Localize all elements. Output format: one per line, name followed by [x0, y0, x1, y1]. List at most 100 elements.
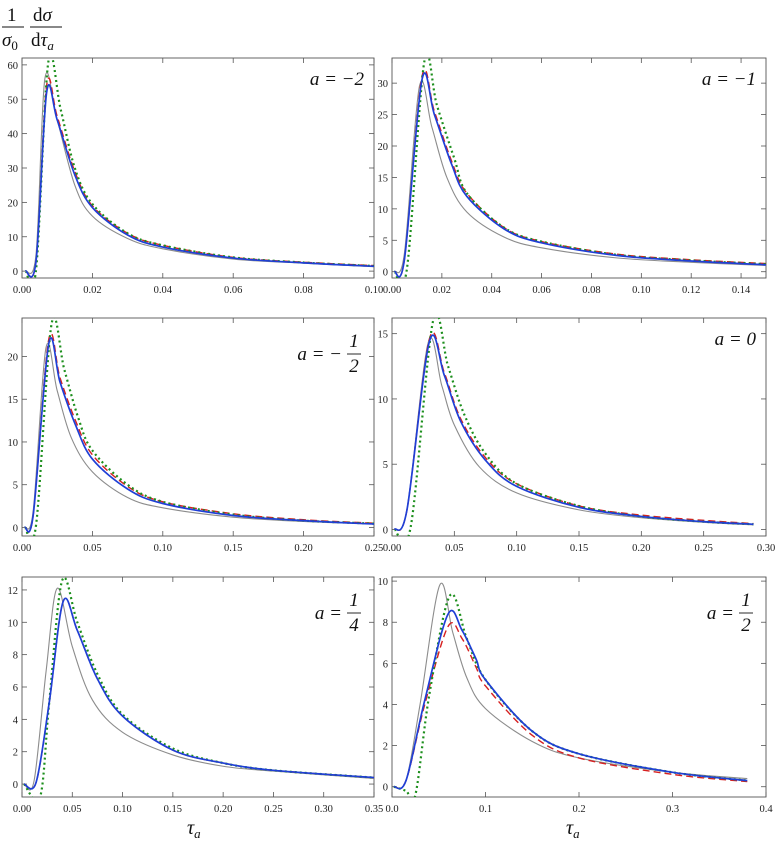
- series-line-blue: [23, 597, 374, 790]
- x-tick-label: 0.4: [759, 804, 773, 815]
- x-tick-label: 0.35: [365, 804, 383, 815]
- series-line-gray: [394, 80, 766, 274]
- y-tick-label: 0: [13, 523, 18, 534]
- x-tick-label: 0.20: [214, 804, 232, 815]
- x-tick-label: 0.10: [632, 285, 650, 296]
- series-line-gray: [24, 342, 374, 530]
- y-tick-label: 12: [8, 586, 19, 597]
- x-tick-label: 0.25: [264, 804, 282, 815]
- y-tick-label: 0: [13, 780, 18, 791]
- x-tick-label: 0.1: [479, 804, 492, 815]
- y-tick-label: 20: [378, 142, 389, 153]
- y-tick-label: 10: [378, 205, 389, 216]
- chart-panel-1: 0.00 0.02 0.04 0.06 0.08 0.10 0 10 20 30 40 50 60 a =…: [8, 57, 383, 296]
- x-tick-label: 0.10: [113, 804, 131, 815]
- y-tick-label: 10: [8, 233, 19, 244]
- xlabel-right: τa: [566, 817, 580, 841]
- x-tick-label: 0.2: [572, 804, 585, 815]
- x-tick-label: 0.30: [315, 804, 333, 815]
- plot-frame: [391, 317, 767, 537]
- panel-label: a = −2: [310, 69, 365, 90]
- y-tick-label: 20: [8, 352, 19, 363]
- y-tick-label: 30: [8, 164, 19, 175]
- svg-text:2: 2: [741, 615, 751, 636]
- panel-label: 1 2 a =: [707, 590, 753, 636]
- x-tick-label: 0.05: [83, 543, 101, 554]
- x-tick-label: 0.15: [164, 804, 182, 815]
- y-tick-label: 8: [383, 618, 388, 629]
- panel-label: a = −1: [702, 69, 756, 90]
- x-tick-label: 0.0: [385, 804, 398, 815]
- svg-text:a =: a =: [315, 603, 342, 624]
- y-tick-label: 5: [13, 481, 18, 492]
- y-tick-label: 15: [8, 395, 19, 406]
- series-line-red: [393, 331, 754, 532]
- svg-text:1: 1: [741, 590, 751, 611]
- y-tick-label: 50: [8, 95, 19, 106]
- y-tick-label: 0: [383, 268, 388, 279]
- x-tick-label: 0.20: [294, 543, 312, 554]
- svg-text:dτa: dτa: [31, 30, 54, 53]
- svg-text:a =: a =: [707, 603, 734, 624]
- svg-text:4: 4: [349, 615, 359, 636]
- svg-text:1: 1: [7, 5, 17, 26]
- y-tick-label: 0: [383, 525, 388, 536]
- y-tick-label: 60: [8, 61, 19, 72]
- x-tick-label: 0.00: [13, 804, 31, 815]
- x-tick-label: 0.00: [383, 285, 401, 296]
- y-tick-label: 2: [383, 742, 388, 753]
- plot-frame: [21, 317, 375, 537]
- x-tick-label: 0.00: [13, 543, 31, 554]
- y-tick-label: 2: [13, 748, 18, 759]
- x-tick-label: 0.15: [570, 543, 588, 554]
- x-tick-label: 0.10: [365, 285, 383, 296]
- panel-label: 1 2 a = −: [297, 331, 361, 377]
- x-tick-label: 0.06: [224, 285, 242, 296]
- series-line-blue: [393, 72, 766, 278]
- series-line-blue: [393, 609, 748, 790]
- x-tick-label: 0.04: [154, 285, 173, 296]
- y-tick-label: 5: [383, 460, 388, 471]
- svg-text:σ0: σ0: [2, 30, 18, 53]
- x-tick-label: 0.08: [582, 285, 600, 296]
- y-tick-label: 6: [13, 683, 18, 694]
- y-tick-label: 10: [378, 395, 389, 406]
- panel-label: a = 0: [715, 329, 757, 350]
- x-tick-label: 0.10: [507, 543, 525, 554]
- series-line-red: [393, 621, 748, 790]
- figure-ylabel: 1 σ0 dσ dτa: [2, 5, 62, 53]
- x-tick-label: 0.12: [682, 285, 700, 296]
- y-tick-label: 20: [8, 198, 19, 209]
- x-tick-label: 0.20: [632, 543, 650, 554]
- y-tick-label: 15: [378, 330, 389, 341]
- x-tick-label: 0.02: [433, 285, 451, 296]
- x-tick-label: 0.00: [383, 543, 401, 554]
- svg-text:dσ: dσ: [33, 5, 53, 26]
- y-tick-label: 8: [13, 651, 18, 662]
- panel-label: 1 4 a =: [315, 590, 361, 636]
- svg-text:a = −: a = −: [297, 344, 342, 365]
- series-line-red: [393, 68, 766, 278]
- y-tick-label: 10: [8, 618, 19, 629]
- x-tick-label: 0.08: [294, 285, 312, 296]
- x-tick-label: 0.3: [666, 804, 679, 815]
- x-tick-label: 0.30: [757, 543, 775, 554]
- y-tick-label: 15: [378, 173, 389, 184]
- x-tick-label: 0.05: [63, 804, 81, 815]
- y-tick-label: 0: [13, 267, 18, 278]
- y-tick-label: 40: [8, 130, 19, 141]
- series-line-green: [393, 592, 748, 797]
- x-tick-label: 0.25: [694, 543, 712, 554]
- y-tick-label: 10: [8, 438, 19, 449]
- series-line-blue: [393, 334, 754, 532]
- y-tick-label: 10: [378, 577, 389, 588]
- chart-panel-5: 0.00 0.05 0.10 0.15 0.20 0.25 0.30 0.35 0 2 4 6 8 10 1…: [8, 576, 383, 815]
- y-tick-label: 5: [383, 236, 388, 247]
- x-tick-label: 0.05: [445, 543, 463, 554]
- y-tick-label: 4: [383, 700, 389, 711]
- x-tick-label: 0.25: [365, 543, 383, 554]
- chart-panel-2: 0.00 0.02 0.04 0.06 0.08 0.10 0.12 0.14 0 5 10 15 20…: [378, 57, 767, 296]
- y-tick-label: 25: [378, 111, 389, 122]
